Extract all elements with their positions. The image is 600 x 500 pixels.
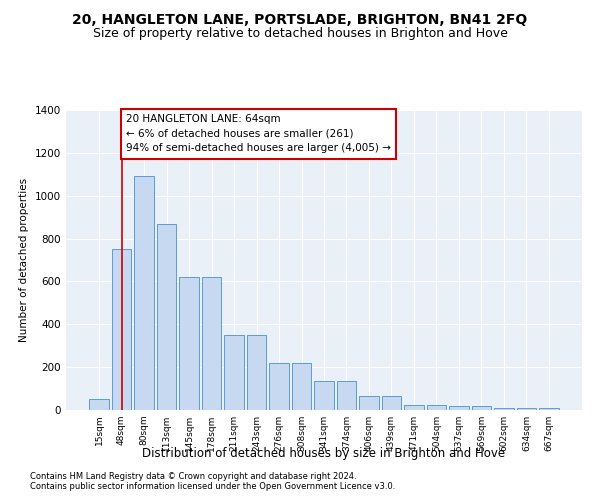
Bar [292, 363, 311, 410]
Text: Size of property relative to detached houses in Brighton and Hove: Size of property relative to detached ho… [92, 28, 508, 40]
Bar [337, 381, 356, 410]
Y-axis label: Number of detached properties: Number of detached properties [19, 178, 29, 342]
Text: Distribution of detached houses by size in Brighton and Hove: Distribution of detached houses by size … [142, 448, 506, 460]
Bar [472, 406, 491, 410]
Bar [89, 400, 109, 410]
Bar [494, 408, 514, 410]
Bar [382, 396, 401, 410]
Bar [427, 404, 446, 410]
Text: Contains public sector information licensed under the Open Government Licence v3: Contains public sector information licen… [30, 482, 395, 491]
Bar [314, 381, 334, 410]
Bar [449, 406, 469, 410]
Bar [359, 396, 379, 410]
Bar [134, 176, 154, 410]
Text: 20, HANGLETON LANE, PORTSLADE, BRIGHTON, BN41 2FQ: 20, HANGLETON LANE, PORTSLADE, BRIGHTON,… [73, 12, 527, 26]
Bar [539, 408, 559, 410]
Bar [404, 404, 424, 410]
Bar [269, 363, 289, 410]
Bar [157, 224, 176, 410]
Text: Contains HM Land Registry data © Crown copyright and database right 2024.: Contains HM Land Registry data © Crown c… [30, 472, 356, 481]
Bar [112, 250, 131, 410]
Bar [247, 335, 266, 410]
Bar [517, 408, 536, 410]
Bar [202, 277, 221, 410]
Text: 20 HANGLETON LANE: 64sqm
← 6% of detached houses are smaller (261)
94% of semi-d: 20 HANGLETON LANE: 64sqm ← 6% of detache… [126, 114, 391, 154]
Bar [224, 335, 244, 410]
Bar [179, 277, 199, 410]
